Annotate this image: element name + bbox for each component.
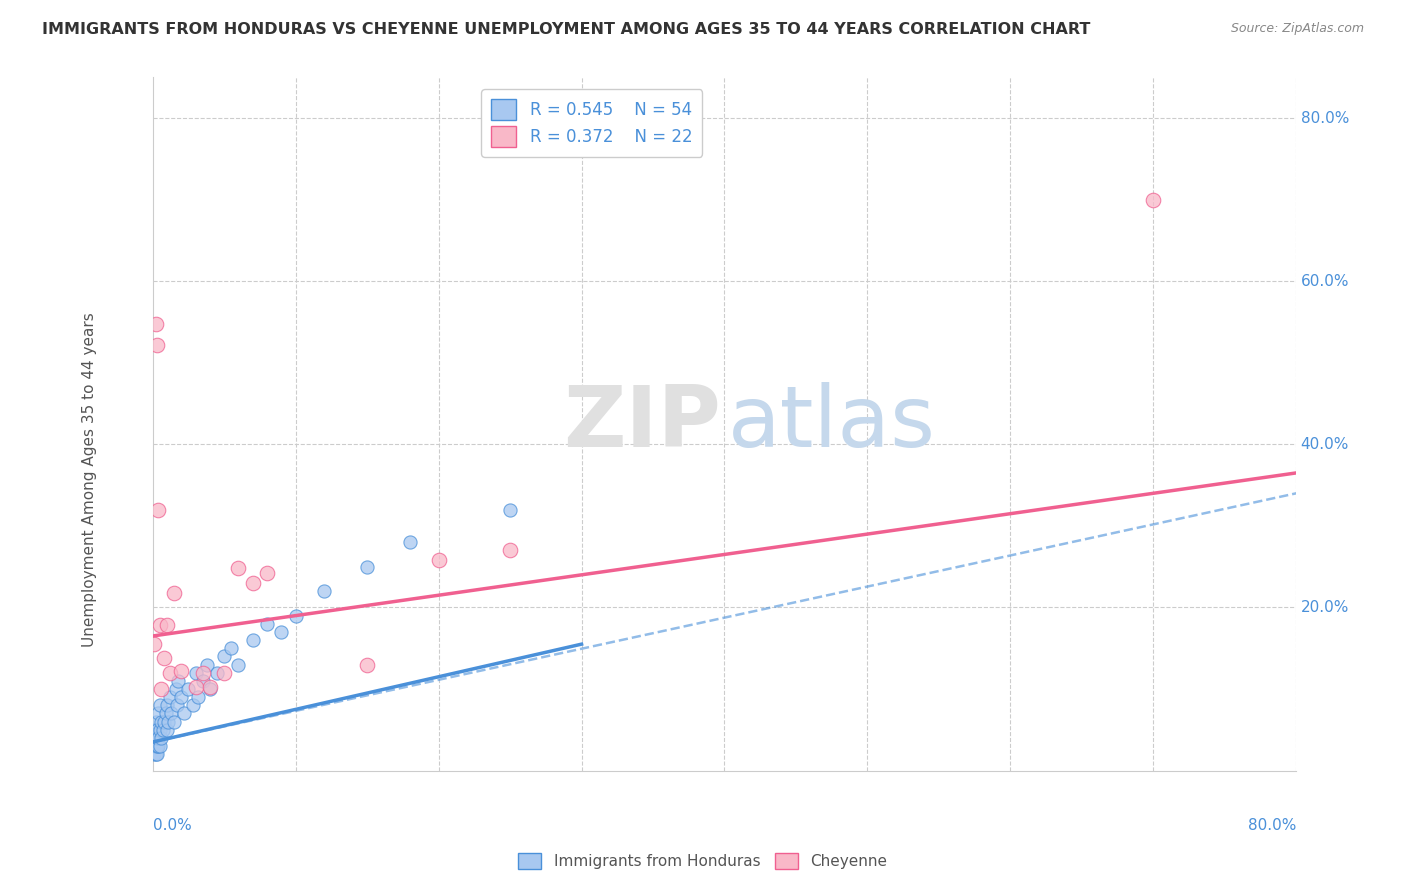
Point bbox=[150, 731, 173, 745]
Point bbox=[173, 706, 195, 721]
Point bbox=[149, 723, 172, 737]
Point bbox=[146, 739, 169, 753]
Point bbox=[153, 651, 176, 665]
Point bbox=[148, 731, 170, 745]
Point bbox=[165, 681, 187, 696]
Text: 40.0%: 40.0% bbox=[1301, 437, 1348, 452]
Point bbox=[356, 657, 378, 672]
Point bbox=[212, 649, 235, 664]
Point bbox=[146, 338, 169, 352]
Point bbox=[145, 714, 167, 729]
Text: Unemployment Among Ages 35 to 44 years: Unemployment Among Ages 35 to 44 years bbox=[83, 312, 97, 647]
Point bbox=[150, 714, 173, 729]
Point bbox=[256, 616, 278, 631]
Point bbox=[177, 681, 200, 696]
Point bbox=[284, 608, 307, 623]
Point bbox=[148, 739, 170, 753]
Text: 20.0%: 20.0% bbox=[1301, 600, 1348, 615]
Point bbox=[228, 561, 250, 575]
Point bbox=[356, 559, 378, 574]
Point bbox=[145, 731, 167, 745]
Point bbox=[153, 714, 176, 729]
Point bbox=[191, 665, 214, 680]
Point bbox=[156, 618, 179, 632]
Point bbox=[228, 657, 250, 672]
Point bbox=[212, 665, 235, 680]
Point bbox=[143, 637, 166, 651]
Point bbox=[145, 723, 167, 737]
Point bbox=[163, 714, 186, 729]
Point bbox=[270, 624, 292, 639]
Text: 0.0%: 0.0% bbox=[153, 818, 191, 833]
Point bbox=[152, 723, 174, 737]
Text: Source: ZipAtlas.com: Source: ZipAtlas.com bbox=[1230, 22, 1364, 36]
Point bbox=[146, 723, 169, 737]
Point bbox=[163, 586, 186, 600]
Text: atlas: atlas bbox=[728, 383, 936, 466]
Point bbox=[427, 553, 450, 567]
Legend: Immigrants from Honduras, Cheyenne: Immigrants from Honduras, Cheyenne bbox=[512, 847, 894, 875]
Point bbox=[157, 714, 180, 729]
Point bbox=[146, 747, 169, 762]
Point bbox=[145, 747, 167, 762]
Text: IMMIGRANTS FROM HONDURAS VS CHEYENNE UNEMPLOYMENT AMONG AGES 35 TO 44 YEARS CORR: IMMIGRANTS FROM HONDURAS VS CHEYENNE UNE… bbox=[42, 22, 1091, 37]
Point bbox=[145, 317, 167, 331]
Point bbox=[242, 576, 264, 591]
Point bbox=[170, 664, 193, 678]
Text: 80.0%: 80.0% bbox=[1249, 818, 1296, 833]
Text: 80.0%: 80.0% bbox=[1301, 111, 1348, 126]
Point bbox=[221, 641, 243, 656]
Point bbox=[314, 584, 336, 599]
Point bbox=[499, 543, 522, 558]
Point bbox=[256, 566, 278, 581]
Point bbox=[167, 673, 190, 688]
Point bbox=[149, 618, 172, 632]
Point bbox=[145, 739, 167, 753]
Point bbox=[156, 698, 179, 713]
Point bbox=[170, 690, 193, 705]
Point bbox=[205, 665, 228, 680]
Point bbox=[166, 698, 188, 713]
Point bbox=[399, 535, 422, 549]
Point bbox=[156, 723, 179, 737]
Point bbox=[159, 690, 181, 705]
Point bbox=[195, 657, 218, 672]
Point bbox=[181, 698, 204, 713]
Legend: R = 0.545    N = 54, R = 0.372    N = 22: R = 0.545 N = 54, R = 0.372 N = 22 bbox=[481, 89, 702, 157]
Point bbox=[148, 502, 170, 516]
Point bbox=[198, 681, 221, 695]
Point bbox=[184, 665, 207, 680]
Point bbox=[160, 706, 183, 721]
Point bbox=[146, 731, 169, 745]
Point bbox=[149, 698, 172, 713]
Point bbox=[143, 747, 166, 762]
Point bbox=[191, 673, 214, 688]
Text: ZIP: ZIP bbox=[564, 383, 721, 466]
Point bbox=[1142, 193, 1164, 207]
Point bbox=[242, 633, 264, 648]
Point bbox=[143, 731, 166, 745]
Point bbox=[155, 706, 177, 721]
Point bbox=[198, 681, 221, 696]
Point bbox=[499, 502, 522, 516]
Point bbox=[143, 723, 166, 737]
Point bbox=[143, 739, 166, 753]
Point bbox=[187, 690, 209, 705]
Point bbox=[148, 706, 170, 721]
Text: 60.0%: 60.0% bbox=[1301, 274, 1348, 289]
Point bbox=[184, 681, 207, 695]
Point bbox=[150, 681, 173, 696]
Point bbox=[159, 665, 181, 680]
Point bbox=[149, 739, 172, 753]
